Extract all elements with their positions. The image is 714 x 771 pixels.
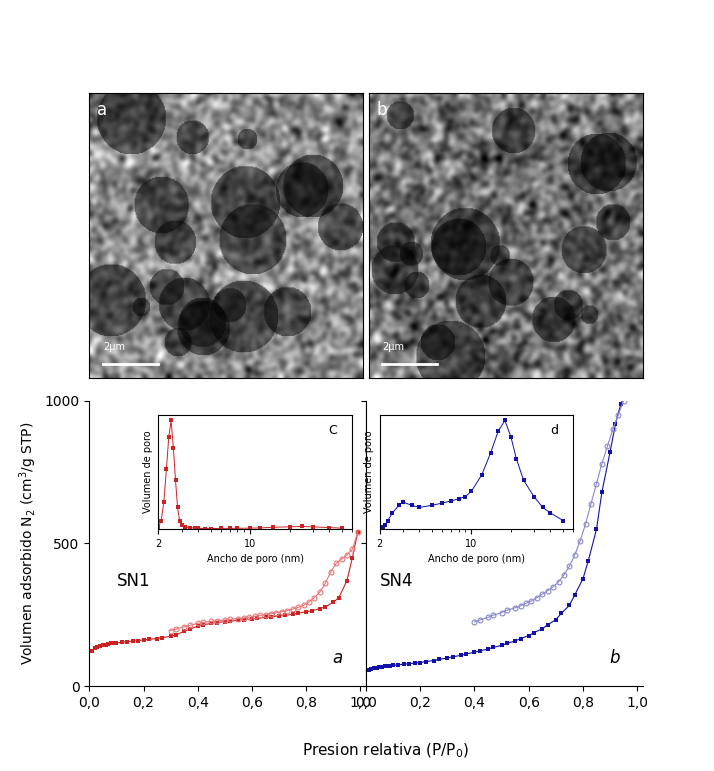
Text: b: b <box>377 101 388 119</box>
Text: 2µm: 2µm <box>383 342 404 352</box>
Text: a: a <box>98 101 108 119</box>
Y-axis label: Volumen adsorbido N$_2$ (cm$^3$/g STP): Volumen adsorbido N$_2$ (cm$^3$/g STP) <box>17 422 39 665</box>
Text: 2µm: 2µm <box>103 342 125 352</box>
Text: SN4: SN4 <box>380 572 413 591</box>
Text: b: b <box>610 649 620 668</box>
Text: a: a <box>333 649 343 668</box>
Text: Presion relativa (P/P$_0$): Presion relativa (P/P$_0$) <box>302 742 469 760</box>
Text: SN1: SN1 <box>117 572 151 591</box>
